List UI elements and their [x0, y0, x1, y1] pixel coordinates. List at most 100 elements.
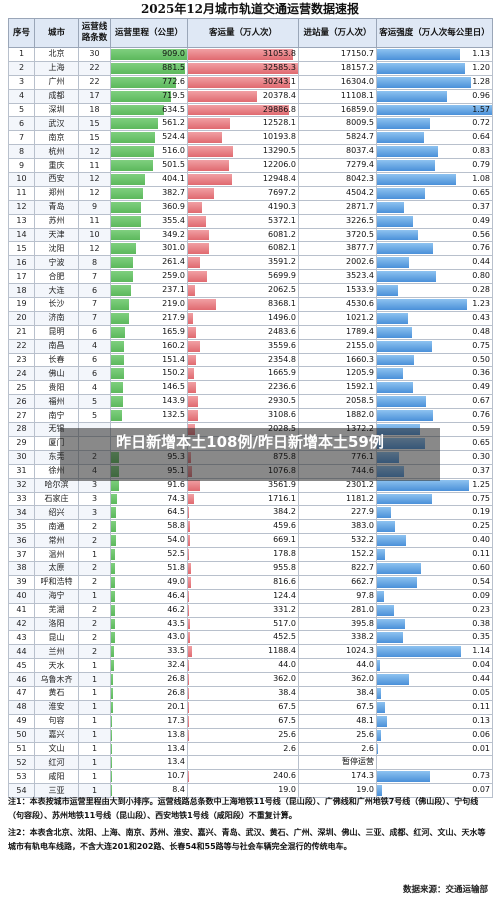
row-number: 42: [8, 616, 35, 632]
table-row: 34 绍兴 3 64.5 384.2 227.9 0.19: [8, 505, 493, 521]
entries-cell: 174.3: [298, 769, 377, 785]
city-name: 芜湖: [34, 602, 79, 618]
intensity-value: 0.28: [472, 285, 490, 295]
passengers-value: 2062.5: [268, 285, 296, 295]
passengers-cell: 669.1: [187, 533, 299, 549]
passengers-bar: [188, 118, 231, 130]
passengers-bar: [188, 326, 197, 338]
city-name: 咸阳: [34, 769, 79, 785]
entries-value: 16304.0: [340, 76, 374, 86]
intensity-value: 0.80: [472, 271, 490, 281]
intensity-cell: [376, 755, 493, 771]
mileage-value: 95.1: [167, 465, 185, 475]
mileage-value: 355.4: [162, 215, 185, 225]
row-number: 30: [8, 449, 35, 465]
intensity-bar: [377, 49, 460, 60]
intensity-bar: [377, 396, 427, 408]
city-name: 宁波: [34, 255, 79, 271]
passengers-value: 384.2: [273, 507, 296, 517]
line-count: 7: [78, 310, 111, 326]
passengers-bar: [188, 771, 189, 783]
mileage-bar: [111, 396, 124, 408]
mileage-value: 261.4: [162, 257, 185, 267]
table-row: 52 红河 1 13.4 暂停运营: [8, 755, 493, 771]
mileage-bar: [111, 618, 115, 630]
mileage-cell: 20.1: [110, 699, 188, 715]
city-name: 绍兴: [34, 505, 79, 521]
city-name: 西安: [34, 172, 79, 187]
line-count: 9: [78, 199, 111, 215]
passengers-value: 38.4: [278, 687, 296, 697]
passengers-bar: [188, 187, 214, 199]
city-name: 深圳: [34, 102, 79, 118]
row-number: 13: [8, 213, 35, 229]
mileage-bar: [111, 368, 124, 380]
entries-cell: 16304.0: [298, 74, 377, 90]
passengers-value: 3559.6: [268, 340, 296, 350]
passengers-bar: [188, 243, 209, 255]
line-count: 2: [78, 519, 111, 535]
passengers-bar: [188, 90, 257, 102]
intensity-value: 0.23: [472, 604, 490, 614]
intensity-cell: 0.19: [376, 505, 493, 521]
mileage-bar: [111, 729, 113, 741]
mileage-bar: [111, 174, 145, 185]
passengers-value: 2483.6: [268, 326, 296, 336]
entries-value: 776.1: [351, 451, 374, 461]
intensity-bar: [377, 674, 410, 685]
entries-value: 44.0: [356, 660, 374, 670]
passengers-value: 331.2: [273, 604, 296, 614]
mileage-value: 259.0: [162, 271, 185, 281]
entries-cell: 4504.2: [298, 185, 377, 201]
mileage-cell: 64.5: [110, 505, 188, 521]
row-number: 33: [8, 491, 35, 507]
passengers-cell: 124.4: [187, 588, 299, 604]
note-1: 注1：本表按城市运营里程由大到小排序。运营线路总条数中上海地铁11号线（昆山段）…: [8, 797, 479, 820]
table-row: 8 杭州 12 516.0 13290.5 8037.4 0.83: [8, 144, 493, 160]
passengers-cell: 44.0: [187, 658, 299, 674]
intensity-bar: [377, 104, 492, 116]
passengers-bar: [188, 271, 208, 283]
intensity-bar: [377, 618, 405, 630]
intensity-cell: 0.11: [376, 699, 493, 715]
entries-cell: 7279.4: [298, 158, 377, 174]
mileage-bar: [111, 687, 114, 699]
mileage-cell: 360.9: [110, 199, 188, 215]
line-count: 15: [78, 130, 111, 146]
intensity-value: 0.50: [472, 354, 490, 364]
row-number: 1: [8, 47, 35, 62]
entries-cell: 1789.4: [298, 324, 377, 340]
mileage-cell: 349.2: [110, 227, 188, 243]
intensity-bar: [377, 535, 407, 547]
mileage-value: 13.8: [167, 729, 185, 739]
intensity-bar: [377, 285, 398, 297]
intensity-bar: [377, 715, 387, 727]
passengers-value: 32585.3: [262, 62, 296, 72]
passengers-bar: [188, 340, 201, 352]
intensity-value: 0.11: [472, 549, 490, 559]
row-number: 51: [8, 741, 35, 757]
passengers-value: 12528.1: [262, 118, 296, 128]
intensity-value: 0.76: [472, 410, 490, 420]
line-count: 2: [78, 574, 111, 590]
entries-value: 1660.3: [346, 354, 374, 364]
page-title: 2025年12月城市轨道交通运营数据速报: [140, 2, 360, 16]
entries-cell: 362.0: [298, 672, 377, 687]
intensity-value: 0.19: [472, 507, 490, 517]
mileage-cell: 404.1: [110, 172, 188, 187]
table-row: 21 昆明 6 165.9 2483.6 1789.4 0.48: [8, 324, 493, 340]
entries-cell: 3226.5: [298, 213, 377, 229]
mileage-bar: [111, 743, 113, 755]
intensity-bar: [377, 729, 382, 741]
mileage-bar: [111, 382, 124, 394]
mileage-bar: [111, 118, 158, 130]
row-number: 8: [8, 144, 35, 160]
mileage-bar: [111, 340, 125, 352]
entries-value: 2002.6: [346, 257, 374, 267]
entries-value: 1372.2: [346, 424, 374, 434]
intensity-bar: [377, 743, 378, 755]
intensity-cell: 0.07: [376, 783, 493, 799]
line-count: 6: [78, 352, 111, 368]
mileage-value: 8.4: [172, 785, 185, 795]
intensity-cell: 0.72: [376, 116, 493, 132]
